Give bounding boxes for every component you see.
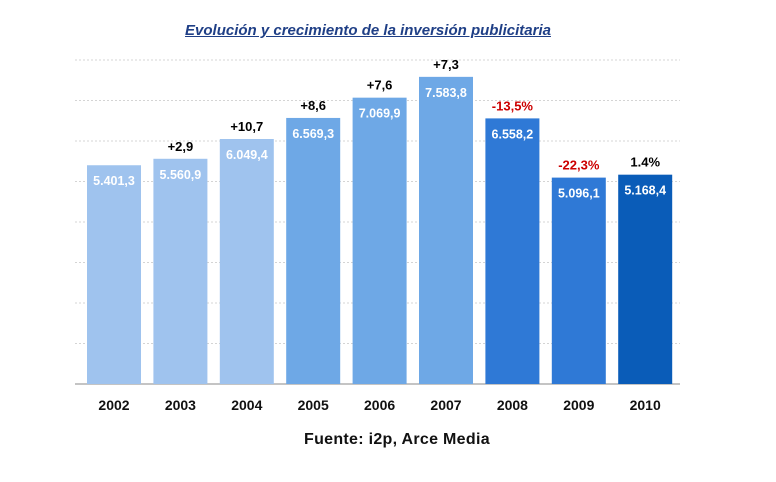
bar-2007 <box>419 76 473 384</box>
bar-2008 <box>485 118 540 385</box>
growth-label: +8,6 <box>300 98 326 113</box>
value-label: 5.401,3 <box>93 174 135 188</box>
x-tick-label: 2007 <box>430 397 461 413</box>
x-tick-label: 2006 <box>364 397 395 413</box>
x-tick-label: 2009 <box>563 397 594 413</box>
bar-2009 <box>551 177 606 384</box>
growth-label: +7,6 <box>367 78 393 93</box>
value-label: 6.569,3 <box>292 127 334 141</box>
growth-label: -22,3% <box>558 158 600 173</box>
growth-label: +2,9 <box>168 139 194 154</box>
chart-source: Fuente: i2p, Arce Media <box>304 431 490 448</box>
value-label: 7.583,8 <box>425 86 467 100</box>
bars <box>87 76 673 385</box>
bar-2006 <box>352 97 407 384</box>
growth-label: +10,7 <box>230 119 263 134</box>
bar-2010 <box>618 174 673 384</box>
x-tick-label: 2004 <box>231 397 262 413</box>
x-tick-label: 2005 <box>298 397 329 413</box>
value-label: 5.168,4 <box>624 184 666 198</box>
x-tick-label: 2008 <box>497 397 528 413</box>
value-label: 5.560,9 <box>160 168 202 182</box>
value-label: 5.096,1 <box>558 187 600 201</box>
growth-label: 1.4% <box>630 155 660 170</box>
bar-2004 <box>219 138 274 384</box>
labels: 5.401,3 2002 5.560,9 +2,9 2003 6.049,4 +10,7 20… <box>93 57 666 413</box>
x-tick-label: 2003 <box>165 397 196 413</box>
value-label: 6.558,2 <box>492 127 534 141</box>
value-label: 7.069,9 <box>359 107 401 121</box>
x-tick-label: 2010 <box>630 397 661 413</box>
growth-label: -13,5% <box>492 98 534 113</box>
bar-2003 <box>153 158 208 384</box>
x-tick-label: 2002 <box>98 397 129 413</box>
chart-title: Evolución y crecimiento de la inversión … <box>185 22 551 39</box>
bar-2002 <box>87 165 141 384</box>
bar-2005 <box>286 117 341 384</box>
value-label: 6.049,4 <box>226 148 268 162</box>
growth-label: +7,3 <box>433 57 459 72</box>
